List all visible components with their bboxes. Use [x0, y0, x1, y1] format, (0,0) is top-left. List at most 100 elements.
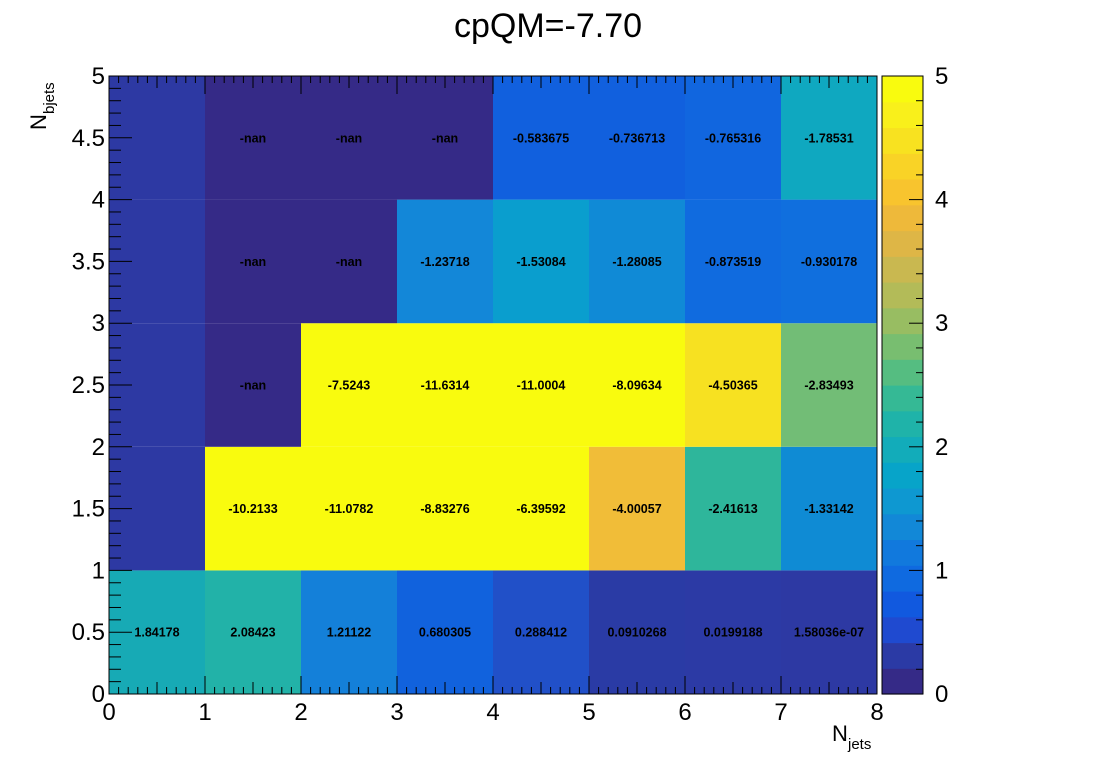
y-axis-label-sub: bjets: [41, 82, 58, 114]
colorbar-segment: [882, 230, 923, 257]
heatmap-cell: [397, 199, 493, 324]
heatmap-cell-labels: 1.84178 2.08423 1.21122 0.680305 0.288412 0.0…: [134, 131, 864, 639]
heatmap-cell: [205, 570, 301, 694]
cell-value-label: -1.23718: [420, 255, 469, 269]
colorbar-segment: [882, 127, 923, 154]
cell-value-label: 0.288412: [515, 626, 567, 640]
colorbar-tick-label: 0: [935, 681, 948, 708]
colorbar-segment: [882, 410, 923, 438]
colorbar-segment: [882, 462, 923, 489]
cell-value-label: -1.28085: [612, 255, 661, 269]
x-tick-label: 3: [390, 699, 403, 726]
y-tick-label: 3: [92, 310, 105, 337]
y-tick-label: 1: [92, 557, 105, 584]
cell-value-label: -11.0782: [325, 502, 374, 516]
x-axis-label: N jets: [832, 721, 871, 753]
cell-value-label: -1.33142: [804, 502, 853, 516]
heatmap-cell: [685, 446, 781, 571]
heatmap-cell: [589, 570, 685, 694]
heatmap-cell: [589, 199, 685, 324]
heatmap-cell: [301, 76, 397, 200]
x-axis-ticks: 0 1 2 3 4 5 6 7 8: [102, 76, 884, 726]
y-tick-label: 1.5: [72, 496, 105, 523]
cell-value-label: -nan: [240, 131, 266, 145]
heatmap-cell: [781, 76, 877, 200]
colorbar-segment: [882, 256, 923, 283]
cell-value-label: -nan: [240, 255, 266, 269]
x-axis-label-sub: jets: [847, 736, 871, 753]
y-tick-label: 5: [92, 63, 105, 90]
heatmap-cell: [685, 76, 781, 200]
colorbar-segment: [882, 488, 923, 515]
cell-value-label: -0.736713: [609, 131, 665, 145]
x-tick-label: 8: [870, 699, 883, 726]
heatmap-cells: [109, 76, 877, 694]
heatmap-cell: [589, 323, 685, 447]
cell-value-label: -0.765316: [705, 131, 761, 145]
heatmap-cell: [205, 446, 301, 571]
heatmap-cell: [685, 323, 781, 447]
colorbar-segment: [882, 436, 923, 463]
heatmap-cell: [397, 323, 493, 447]
colorbar-segment: [882, 565, 923, 592]
heatmap-cell: [685, 199, 781, 324]
y-axis-label: N bjets: [26, 82, 58, 130]
heatmap-cell: [301, 323, 397, 447]
heatmap-cell: [397, 76, 493, 200]
cell-value-label: -nan: [432, 131, 458, 145]
cell-value-label: -4.50365: [708, 379, 757, 393]
cell-value-label: -8.09634: [612, 379, 661, 393]
cell-value-label: 2.08423: [230, 626, 275, 640]
heatmap-cell: [781, 446, 877, 571]
colorbar-tick-label: 2: [935, 434, 948, 461]
heatmap-cell: [685, 570, 781, 694]
heatmap-cell: [493, 199, 589, 324]
heatmap-cell: [493, 446, 589, 571]
y-axis-ticks: 0 0.5 1 1.5 2 2.5 3 3.5 4 4.5 5: [72, 63, 132, 708]
cell-value-label: -nan: [336, 131, 362, 145]
cell-value-label: 1.21122: [327, 626, 372, 640]
heatmap-cell: [205, 323, 301, 447]
y-tick-label: 4: [92, 187, 105, 214]
heatmap-cell: [301, 199, 397, 324]
colorbar-segment: [882, 668, 923, 695]
colorbar-segment: [882, 76, 923, 103]
colorbar-segment: [882, 307, 923, 335]
cell-value-label: -7.5243: [328, 379, 370, 393]
x-tick-label: 6: [678, 699, 691, 726]
y-tick-label: 0: [92, 681, 105, 708]
colorbar-segment: [882, 282, 923, 309]
heatmap-cell: [493, 76, 589, 200]
cell-value-label: 0.680305: [419, 626, 471, 640]
colorbar-segment: [882, 101, 923, 129]
heatmap-cell: [589, 446, 685, 571]
colorbar-segment: [882, 179, 923, 206]
x-tick-label: 7: [774, 699, 787, 726]
heatmap-cell: [781, 323, 877, 447]
cell-value-label: -nan: [336, 255, 362, 269]
colorbar: 0 1 2 3 4 5: [881, 63, 948, 708]
cell-value-label: -1.78531: [804, 131, 853, 145]
chart-title: cpQM=-7.70: [454, 7, 642, 45]
heatmap-cell: [397, 570, 493, 694]
colorbar-segment: [882, 642, 923, 669]
cell-value-label: -0.873519: [705, 255, 761, 269]
heatmap-cell: [205, 199, 301, 324]
cell-value-label: 1.84178: [134, 626, 179, 640]
cell-value-label: -4.00057: [612, 502, 661, 516]
colorbar-segment: [882, 616, 923, 644]
cell-value-label: -11.6314: [421, 379, 470, 393]
cell-value-label: -8.83276: [420, 502, 469, 516]
heatmap-cell: [781, 570, 877, 694]
colorbar-frame: [881, 75, 924, 695]
heatmap-cell: [301, 570, 397, 694]
cell-value-label: -6.39592: [516, 502, 565, 516]
colorbar-segment: [882, 539, 923, 566]
colorbar-segment: [882, 513, 923, 541]
cell-value-label: -11.0004: [517, 379, 566, 393]
y-tick-label: 0.5: [72, 619, 105, 646]
colorbar-tick-label: 1: [935, 557, 948, 584]
cell-value-label: 1.58036e-07: [794, 626, 864, 640]
y-tick-label: 3.5: [72, 248, 105, 275]
